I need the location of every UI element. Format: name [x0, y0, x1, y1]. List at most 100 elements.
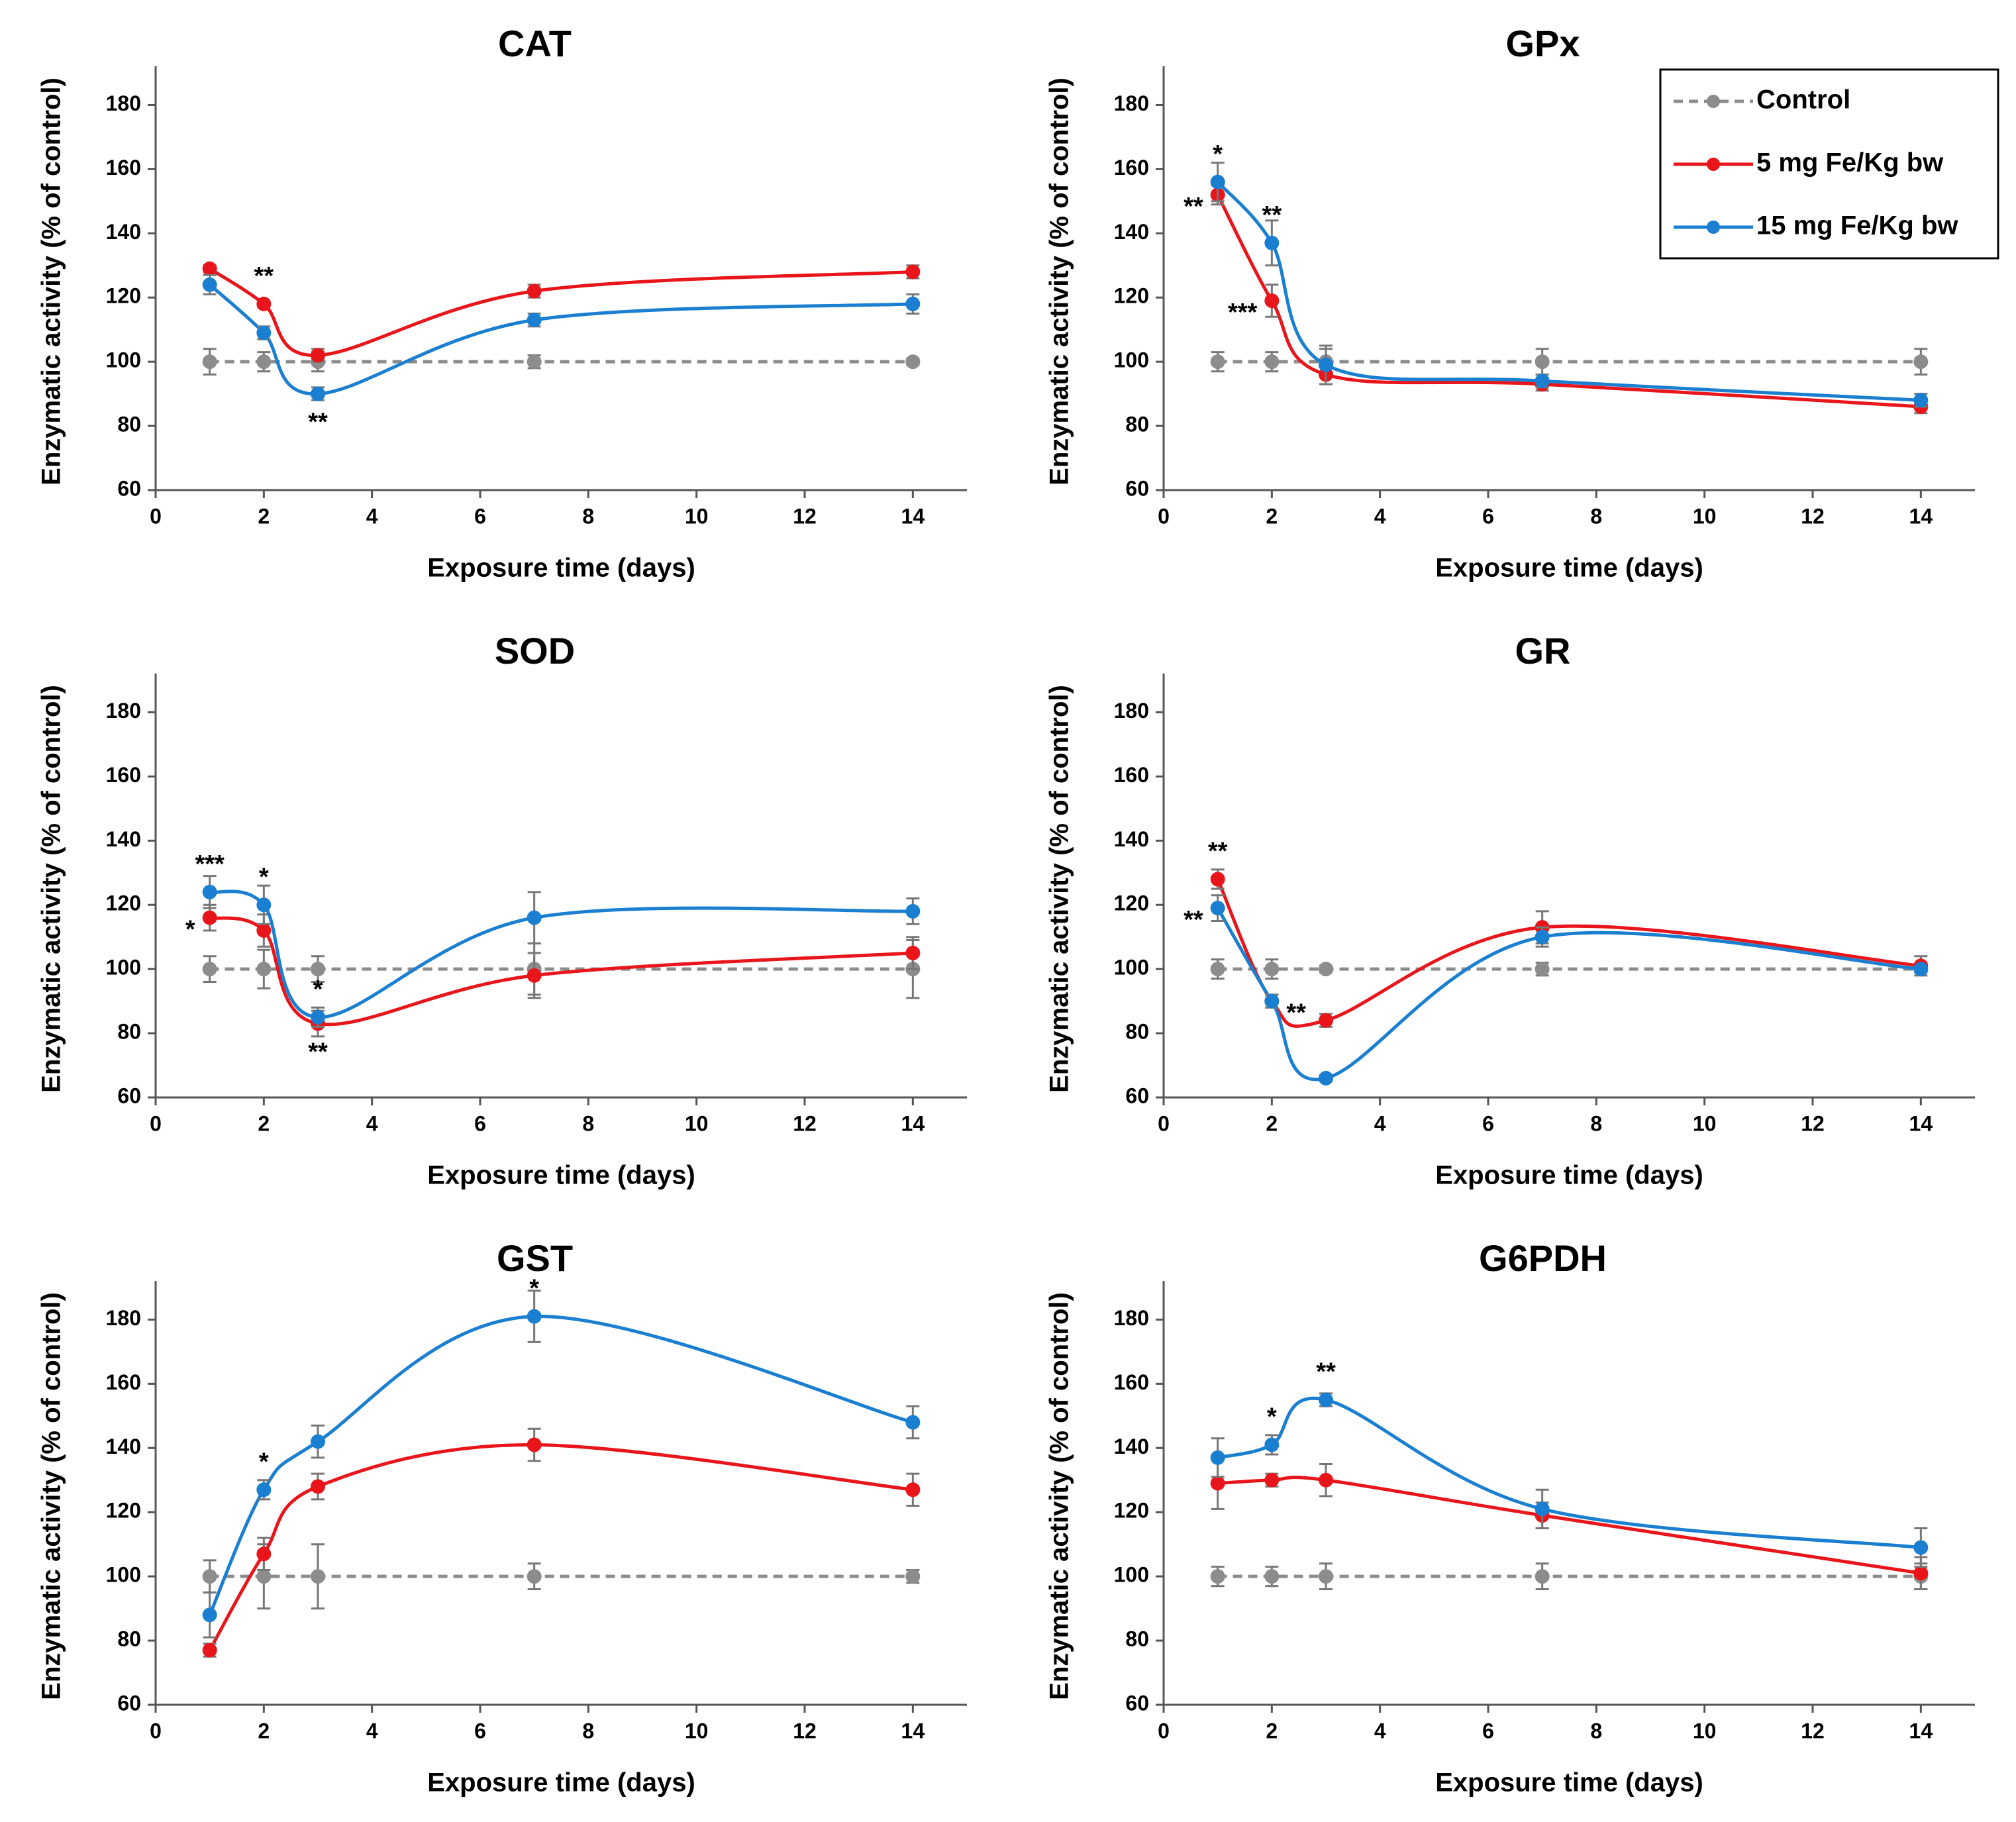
y-tick-label: 180	[106, 91, 141, 115]
x-tick-label: 0	[150, 1719, 162, 1743]
y-axis-label: Enzymatic activity (% of control)	[37, 1292, 66, 1700]
data-point	[202, 354, 217, 370]
data-point	[311, 962, 325, 977]
data-point	[1913, 393, 1929, 408]
y-axis-label: Enzymatic activity (% of control)	[37, 77, 66, 485]
data-point	[1210, 174, 1225, 189]
significance-mark: *	[529, 1275, 539, 1303]
data-point	[905, 1569, 921, 1584]
data-point	[905, 264, 921, 279]
data-point	[1210, 901, 1225, 916]
significance-mark: *	[313, 976, 323, 1003]
x-tick-label: 10	[685, 1111, 709, 1135]
y-tick-label: 60	[1125, 1084, 1149, 1107]
data-point	[1319, 358, 1333, 372]
chart-title: GPx	[1505, 23, 1580, 64]
data-point	[527, 1437, 542, 1452]
chart-title: SOD	[495, 630, 575, 672]
x-tick-label: 2	[258, 504, 270, 528]
data-point	[202, 277, 217, 292]
significance-mark: **	[1184, 193, 1203, 221]
chart-panel: 60 80 100 120 140 160 180 0 2 4 6 8 10 12 14 CAT Exposur…	[37, 23, 967, 583]
data-point	[1210, 1450, 1225, 1465]
data-point	[1210, 1476, 1225, 1491]
x-axis-label: Exposure time (days)	[1435, 554, 1703, 583]
data-point	[1535, 354, 1550, 370]
data-point	[1264, 293, 1280, 309]
data-point	[202, 962, 217, 977]
data-point	[905, 296, 921, 311]
x-tick-label: 6	[474, 504, 486, 528]
x-tick-label: 12	[793, 1111, 817, 1135]
x-tick-label: 4	[1374, 1719, 1386, 1743]
data-point	[527, 1569, 542, 1584]
x-tick-label: 8	[582, 1719, 594, 1743]
data-point	[1535, 1569, 1550, 1584]
x-axis-label: Exposure time (days)	[1435, 1161, 1703, 1190]
series-line	[1216, 907, 1921, 1082]
x-tick-label: 8	[1590, 1111, 1602, 1135]
x-tick-label: 14	[1909, 504, 1933, 528]
y-tick-label: 160	[106, 763, 141, 787]
x-tick-label: 12	[1801, 1719, 1825, 1743]
data-point	[311, 1434, 325, 1449]
significance-mark: *	[1267, 1403, 1277, 1431]
x-tick-label: 4	[1374, 504, 1386, 528]
significance-mark: *	[259, 1448, 269, 1476]
data-point	[202, 910, 217, 925]
x-tick-label: 10	[685, 1719, 709, 1743]
data-point	[1210, 962, 1225, 977]
x-tick-label: 10	[685, 504, 709, 528]
chart-panel: 60 80 100 120 140 160 180 0 2 4 6 8 10 12 14 GST Exposur…	[37, 1237, 967, 1797]
y-tick-label: 120	[106, 284, 141, 308]
y-tick-label: 80	[117, 1020, 141, 1044]
y-axis-label: Enzymatic activity (% of control)	[1045, 685, 1074, 1093]
y-tick-label: 100	[1114, 1563, 1149, 1587]
data-point	[202, 1607, 217, 1623]
significance-mark: **	[1184, 906, 1203, 934]
significance-mark: **	[1316, 1358, 1336, 1386]
x-tick-label: 0	[1158, 1719, 1170, 1743]
y-tick-label: 80	[1125, 1627, 1149, 1651]
x-tick-label: 10	[1693, 504, 1717, 528]
x-tick-label: 0	[1158, 504, 1170, 528]
x-axis-label: Exposure time (days)	[1435, 1768, 1703, 1797]
y-tick-label: 140	[1114, 1435, 1149, 1458]
data-point	[1264, 962, 1280, 977]
y-tick-label: 140	[106, 220, 141, 244]
data-point	[905, 1415, 921, 1430]
significance-mark: ***	[195, 850, 225, 878]
y-axis-label: Enzymatic activity (% of control)	[37, 685, 66, 1093]
x-tick-label: 2	[258, 1719, 270, 1743]
chart-panel: 60 80 100 120 140 160 180 0 2 4 6 8 10 12 14 GR Exposure…	[1045, 630, 1975, 1190]
chart-panel: 60 80 100 120 140 160 180 0 2 4 6 8 10 12 14 GPx Exposur…	[1045, 23, 1999, 583]
chart-panel: 60 80 100 120 140 160 180 0 2 4 6 8 10 12 14 SOD Exposur…	[37, 630, 967, 1190]
data-point	[527, 910, 542, 925]
significance-mark: *	[259, 863, 269, 891]
y-tick-label: 140	[1114, 827, 1149, 851]
significance-mark: **	[308, 1038, 328, 1066]
data-point	[527, 313, 542, 328]
y-tick-label: 160	[1114, 763, 1149, 787]
data-point	[311, 348, 325, 363]
data-point	[527, 1309, 542, 1324]
legend-label: Control	[1756, 85, 1850, 115]
y-tick-label: 60	[1125, 476, 1149, 500]
x-axis-label: Exposure time (days)	[427, 1161, 695, 1190]
x-axis-label: Exposure time (days)	[427, 554, 695, 583]
data-point	[1264, 993, 1280, 1009]
series-line	[208, 1315, 914, 1616]
x-tick-label: 8	[1590, 1719, 1602, 1743]
significance-mark: **	[1286, 999, 1306, 1027]
data-point	[1535, 929, 1550, 944]
y-tick-label: 60	[117, 476, 141, 500]
y-tick-label: 80	[1125, 1020, 1149, 1044]
x-tick-label: 12	[1801, 1111, 1825, 1135]
y-tick-label: 80	[117, 1627, 141, 1651]
data-point	[905, 354, 921, 370]
data-point	[256, 1569, 272, 1584]
data-point	[527, 354, 542, 370]
y-tick-label: 140	[1114, 220, 1149, 244]
data-point	[256, 1546, 272, 1562]
x-tick-label: 2	[1266, 1719, 1278, 1743]
